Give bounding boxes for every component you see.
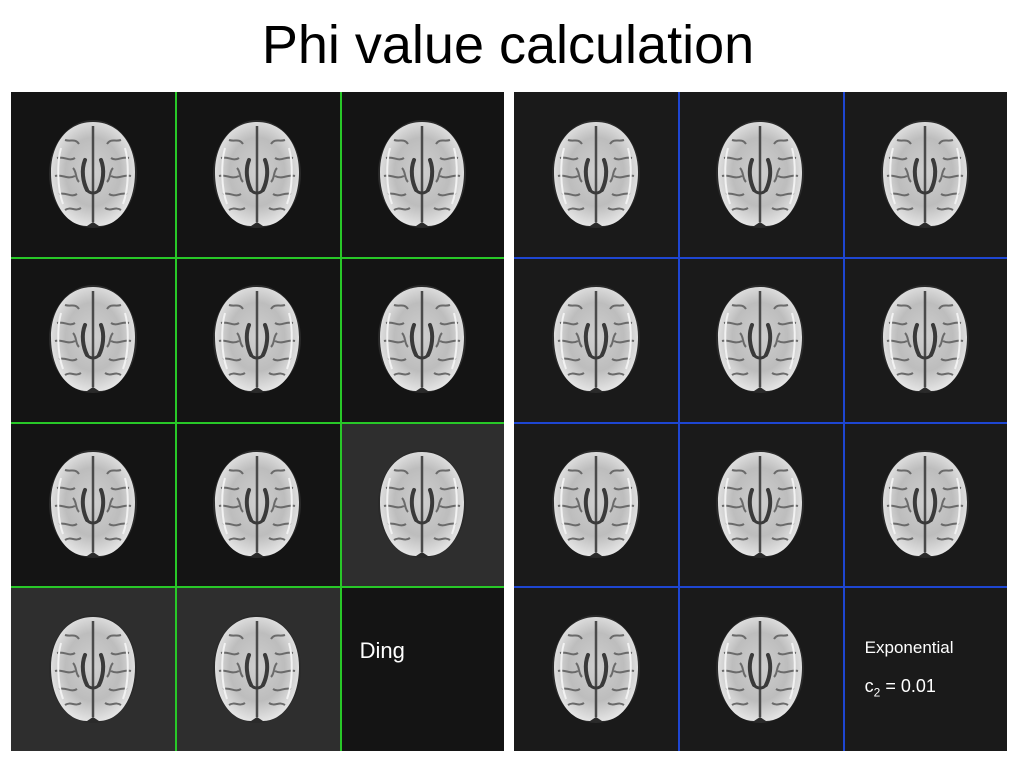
method-label: Exponential — [864, 638, 954, 658]
brain-slice-icon — [552, 449, 641, 558]
brain-slice-icon — [716, 614, 805, 723]
brain-image-cell — [339, 256, 504, 422]
label-cell: Ding — [339, 586, 504, 751]
slide-title: Phi value calculation — [261, 15, 755, 75]
brain-image-cell — [514, 92, 679, 257]
brain-slice-icon — [880, 120, 969, 229]
parameter-label: c2 = 0.01 — [864, 676, 936, 700]
brain-slice-icon — [880, 449, 969, 558]
brain-slice-icon — [213, 120, 302, 229]
grid-divider-horizontal — [11, 586, 504, 588]
grid-divider-vertical — [678, 92, 680, 751]
grid-divider-horizontal — [11, 422, 504, 424]
brain-slice-icon — [49, 449, 138, 558]
brain-image-cell — [842, 256, 1007, 422]
brain-slice-icon — [49, 285, 138, 394]
brain-image-cell — [339, 92, 504, 257]
right-panel-exponential: Exponential c2 = 0.01 — [514, 92, 1007, 751]
brain-slice-icon — [716, 285, 805, 394]
grid-divider-vertical — [340, 92, 342, 751]
brain-image-cell — [842, 92, 1007, 257]
brain-image-cell — [11, 256, 176, 422]
brain-slice-icon — [880, 285, 969, 394]
left-panel-ding: Ding — [11, 92, 504, 751]
brain-image-cell — [175, 256, 340, 422]
brain-slice-icon — [377, 449, 466, 558]
brain-slice-icon — [552, 614, 641, 723]
brain-slice-icon — [716, 449, 805, 558]
grid-divider-horizontal — [514, 586, 1007, 588]
grid-divider-vertical — [843, 92, 845, 751]
brain-slice-icon — [716, 120, 805, 229]
grid-divider-vertical — [175, 92, 177, 751]
brain-slice-icon — [377, 120, 466, 229]
brain-image-cell — [678, 586, 843, 751]
brain-slice-icon — [213, 449, 302, 558]
left-image-grid: Ding — [11, 92, 504, 751]
brain-image-cell — [175, 92, 340, 257]
brain-image-cell — [514, 421, 679, 587]
label-cell: Exponential c2 = 0.01 — [842, 586, 1007, 751]
brain-slice-icon — [213, 285, 302, 394]
brain-slice-icon — [213, 614, 302, 723]
brain-slice-icon — [552, 285, 641, 394]
grid-divider-horizontal — [514, 257, 1007, 259]
brain-image-cell — [842, 421, 1007, 587]
grid-divider-horizontal — [514, 422, 1007, 424]
brain-image-cell — [175, 421, 340, 587]
brain-image-cell — [11, 586, 176, 751]
brain-image-cell — [678, 256, 843, 422]
brain-image-cell — [339, 421, 504, 587]
brain-image-cell — [514, 256, 679, 422]
brain-slice-icon — [49, 614, 138, 723]
brain-slice-icon — [49, 120, 138, 229]
brain-image-cell — [678, 421, 843, 587]
brain-image-cell — [514, 586, 679, 751]
brain-image-cell — [11, 421, 176, 587]
brain-slice-icon — [552, 120, 641, 229]
grid-divider-horizontal — [11, 257, 504, 259]
brain-image-cell — [175, 586, 340, 751]
brain-image-cell — [678, 92, 843, 257]
right-image-grid: Exponential c2 = 0.01 — [514, 92, 1007, 751]
brain-image-cell — [11, 92, 176, 257]
method-label: Ding — [359, 638, 405, 664]
brain-slice-icon — [377, 285, 466, 394]
